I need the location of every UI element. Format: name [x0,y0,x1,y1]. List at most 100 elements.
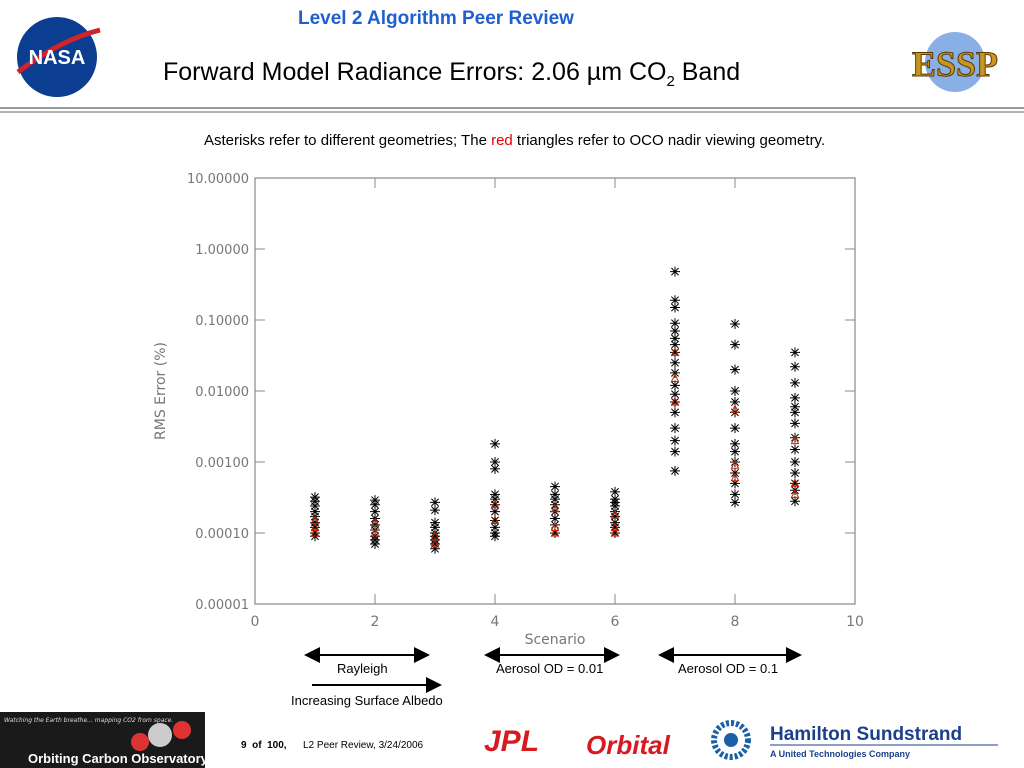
x-tick-label: 6 [611,614,620,630]
asterisk-point [670,380,680,391]
asterisk-point [730,318,740,329]
triangle-point [730,460,740,469]
asterisk-point [730,446,740,457]
triangle-point [310,522,320,531]
asterisk-point [370,538,380,549]
asterisk-point [550,519,560,530]
note-red: red [491,132,513,149]
y-tick-label: 0.01000 [195,385,249,400]
oco-molecule [173,721,191,739]
x-tick-label: 4 [491,614,500,630]
triangle-point [490,499,500,509]
asterisk-point [550,481,560,492]
triangle-point [430,538,440,548]
asterisk-point [610,486,620,497]
triangle-point [550,527,560,537]
asterisk-point [670,446,680,457]
triangle-point [610,509,620,519]
triangle-point [790,478,800,487]
asterisk-point [670,389,680,400]
asterisk-point [610,511,620,522]
asterisk-point [790,347,800,358]
title-subscript: 2 [666,73,675,90]
asterisk-point [790,457,800,467]
asterisk-point [610,501,620,512]
asterisk-point [730,396,740,407]
asterisk-point [790,496,800,507]
asterisk-point [730,497,740,508]
asterisk-point [430,543,440,554]
plot-frame [254,177,856,605]
asterisk-point [310,506,320,517]
x-tick-label: 0 [251,614,260,630]
asterisk-point [790,407,800,418]
asterisk-point [670,423,680,434]
asterisk-point [430,522,440,533]
asterisk-point [670,465,680,476]
asterisk-point [370,499,380,510]
asterisk-point [490,457,500,467]
asterisk-point [310,501,320,512]
asterisk-point [430,505,440,516]
asterisk-point [670,266,680,277]
triangle-point [670,396,680,406]
asterisk-point [670,407,680,418]
jpl-logo: JPL [484,725,539,758]
triangle-point [610,527,620,537]
triangle-point [550,503,560,513]
triangle-point [730,472,740,482]
triangle-point [370,517,380,527]
annotation: Rayleigh [337,661,388,676]
asterisk-point [610,528,620,538]
y-tick-label: 0.00001 [195,598,249,613]
triangle-point [550,522,560,531]
y-tick-label: 1.00000 [195,243,249,258]
asterisk-point [730,478,740,489]
triangle-point [670,373,680,382]
nasa-text: NASA [29,47,86,69]
asterisk-point [490,531,500,542]
hs-name: Hamilton Sundstrand [770,724,962,745]
asterisk-point [670,318,680,329]
asterisk-point [790,478,800,489]
asterisk-point [670,367,680,378]
asterisk-point [490,522,500,533]
y-tick-label: 0.10000 [195,314,249,329]
title-text: Forward Model Radiance Errors: 2.06 µm C… [163,58,667,86]
asterisk-point [790,467,800,478]
note: Asterisks refer to different geometries;… [204,132,825,149]
asterisk-point [790,401,800,412]
hs-logo [711,720,751,760]
oco-tagline: Watching the Earth breathe... mapping CO… [4,717,173,724]
asterisk-point [550,494,560,505]
triangle-point [790,489,800,498]
asterisk-point [550,528,560,538]
nasa-swoosh [16,27,101,74]
title-text: Band [674,58,741,86]
asterisk-point [610,522,620,533]
asterisk-point [730,339,740,350]
x-axis-label: Scenario [525,632,586,648]
essp-globe [925,32,985,92]
annotation: Aerosol OD = 0.1 [678,661,779,676]
triangle-point [730,404,740,413]
asterisk-point [790,418,800,429]
hs-sub: A United Technologies Company [770,749,910,759]
asterisk-point [670,339,680,350]
y-tick-label: 0.00100 [195,456,249,471]
asterisk-point [670,357,680,368]
asterisk-point [730,364,740,375]
hs-logo [724,733,738,747]
asterisk-point [790,377,800,388]
asterisk-point [730,489,740,500]
asterisk-point [490,438,500,449]
triangle-point [490,515,500,524]
annotation: Aerosol OD = 0.01 [496,661,604,676]
slide-title: Forward Model Radiance Errors: 2.06 µm C… [163,58,740,90]
plot: 0.00001 0.00010 0.00100 0.01000 0.10000 1.000… [153,172,864,648]
asterisk-point [730,423,740,434]
orbital-logo: Orbital [586,730,671,760]
oco-name: Orbiting Carbon Observatory [28,751,209,766]
